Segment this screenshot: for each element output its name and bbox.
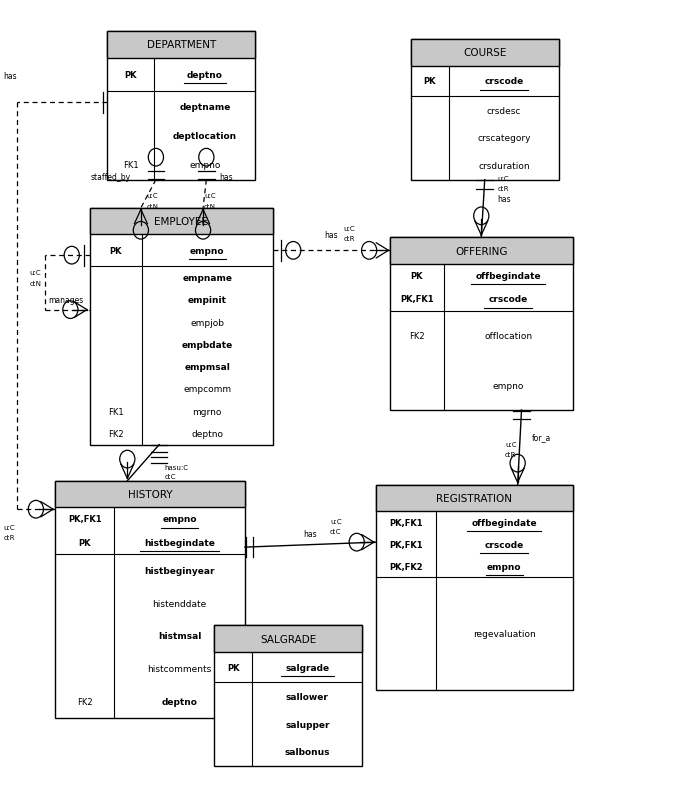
Text: d:R: d:R [497,186,509,192]
Bar [90,209,273,445]
Text: PK,FK1: PK,FK1 [400,295,433,304]
Text: d:R: d:R [344,236,355,241]
Text: empbdate: empbdate [181,341,233,350]
Text: offbegindate: offbegindate [475,272,541,281]
Text: deptlocation: deptlocation [172,132,237,141]
Text: PK: PK [124,71,137,80]
Text: empno: empno [190,246,224,256]
Text: crscode: crscode [485,540,524,549]
Bar [376,485,573,690]
Text: deptno: deptno [161,697,197,706]
Text: salbonus: salbonus [284,747,330,756]
Text: offbegindate: offbegindate [471,518,538,527]
Text: u:C: u:C [204,193,215,199]
Text: d:R: d:R [505,452,517,457]
Text: u:C: u:C [497,176,509,182]
Text: empjob: empjob [190,318,224,327]
Text: salupper: salupper [285,719,330,729]
Bar [390,238,573,265]
Text: FK1: FK1 [108,407,124,416]
Bar [390,238,573,411]
Text: empno: empno [189,161,221,170]
Text: has: has [304,529,317,538]
Bar [107,32,255,180]
Text: FK2: FK2 [409,331,424,341]
Text: regevaluation: regevaluation [473,629,535,638]
Text: staffed_by: staffed_by [90,173,130,182]
Bar [107,32,255,59]
Text: for_a: for_a [532,433,551,442]
Text: histcomments: histcomments [148,664,212,673]
Text: empno: empno [493,381,524,391]
Text: COURSE: COURSE [463,48,506,59]
Text: DEPARTMENT: DEPARTMENT [146,40,216,51]
Text: u:C: u:C [30,270,41,276]
Text: empname: empname [182,273,232,282]
Text: EMPLOYEE: EMPLOYEE [154,217,208,227]
Bar [90,209,273,235]
Text: histmsal: histmsal [158,631,201,641]
Text: PK: PK [110,246,122,256]
Text: PK: PK [227,662,239,672]
Text: crscategory: crscategory [477,134,531,144]
Text: u:C: u:C [3,525,15,531]
Text: mgrno: mgrno [193,407,222,416]
Text: PK: PK [79,538,91,547]
Text: hasu:C: hasu:C [165,464,188,470]
Text: PK: PK [411,272,423,281]
Text: crscode: crscode [489,295,528,304]
Text: has: has [219,173,233,182]
Text: histbeginyear: histbeginyear [144,566,215,575]
Text: PK,FK2: PK,FK2 [389,562,423,571]
Text: manages: manages [48,296,83,305]
Bar [411,40,559,67]
Text: d:N: d:N [146,204,159,209]
Text: FK2: FK2 [108,430,124,439]
Text: salgrade: salgrade [285,662,329,672]
Text: SALGRADE: SALGRADE [260,634,316,644]
Text: u:C: u:C [147,193,158,199]
Text: FK1: FK1 [123,161,139,170]
Text: empinit: empinit [188,296,227,305]
Text: deptname: deptname [179,103,230,111]
Text: FK2: FK2 [77,697,92,706]
Text: d:C: d:C [330,528,342,534]
Bar [55,481,245,508]
Text: crsdesc: crsdesc [487,107,521,115]
Text: d:N: d:N [30,281,41,286]
Text: d:R: d:R [3,534,15,541]
Bar [376,485,573,512]
Text: PK,FK1: PK,FK1 [389,518,423,527]
Text: crscode: crscode [484,77,524,87]
Text: empcomm: empcomm [183,385,231,394]
Text: has: has [3,72,17,81]
Text: u:C: u:C [344,226,355,232]
Text: empno: empno [162,515,197,524]
Bar [214,626,362,652]
Text: OFFERING: OFFERING [455,246,508,257]
Text: crsduration: crsduration [478,162,530,171]
Text: empmsal: empmsal [184,363,230,371]
Text: histenddate: histenddate [152,599,206,608]
Text: offlocation: offlocation [484,331,532,341]
Text: PK,FK1: PK,FK1 [389,540,423,549]
Text: has: has [497,194,511,203]
Text: d:N: d:N [204,204,216,209]
Text: HISTORY: HISTORY [128,489,172,500]
Text: empno: empno [487,562,522,571]
Text: histbegindate: histbegindate [144,538,215,547]
Text: REGISTRATION: REGISTRATION [436,493,513,504]
Text: u:C: u:C [505,442,517,448]
Bar [411,40,559,180]
Text: PK: PK [424,77,436,87]
Text: deptno: deptno [187,71,223,80]
Bar [55,481,245,718]
Text: d:C: d:C [165,474,176,480]
Text: has: has [324,231,338,240]
Bar [214,626,362,766]
Text: deptno: deptno [191,430,223,439]
Text: u:C: u:C [330,518,342,525]
Text: sallower: sallower [286,692,329,701]
Text: PK,FK1: PK,FK1 [68,515,101,524]
